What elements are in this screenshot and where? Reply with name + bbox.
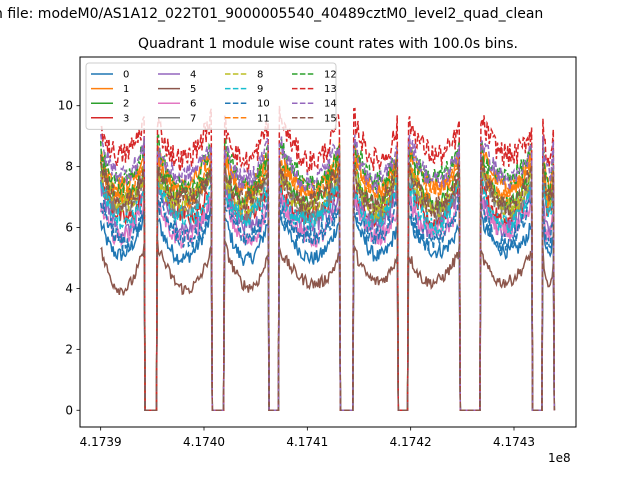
x-tick-label: 4.1743: [493, 435, 535, 449]
chart-title: Quadrant 1 module wise count rates with …: [138, 36, 518, 52]
x-axis-offset-label: 1e8: [548, 451, 571, 465]
series-line-5: [100, 240, 556, 412]
series-line-11: [100, 146, 556, 412]
axis-layer: 4.1739 4.1740 4.1741 4.1742 4.1743 0 2 4 6 8 10: [58, 99, 535, 449]
y-tick-label: 0: [65, 403, 73, 417]
y-tick-label: 2: [65, 342, 73, 356]
legend-label-13: 13: [324, 84, 337, 95]
y-tick-label: 10: [58, 99, 73, 113]
series-line-10: [99, 193, 556, 412]
y-tick-label: 6: [65, 221, 73, 235]
x-tick-label: 4.1740: [183, 435, 225, 449]
legend-label-15: 15: [324, 113, 337, 124]
legend-label-14: 14: [324, 99, 337, 110]
plot-frame: [79, 56, 577, 428]
legend-box: [85, 62, 337, 130]
legend-label-3: 3: [123, 113, 129, 124]
legend-label-12: 12: [324, 70, 337, 81]
legend-label-5: 5: [190, 84, 196, 95]
x-tick-label: 4.1742: [390, 435, 432, 449]
legend-label-0: 0: [123, 70, 129, 81]
y-tick-label: 8: [65, 160, 73, 174]
figure-suptitle: n file: modeM0/AS1A12_022T01_9000005540_…: [0, 6, 544, 22]
legend-label-10: 10: [257, 99, 270, 110]
legend-label-8: 8: [257, 70, 263, 81]
legend-label-1: 1: [123, 84, 129, 95]
series-line-0: [99, 210, 556, 412]
legend-label-2: 2: [123, 99, 129, 110]
legend-label-11: 11: [257, 113, 270, 124]
legend-label-9: 9: [257, 84, 263, 95]
series-layer: [99, 105, 556, 412]
legend-label-4: 4: [190, 70, 196, 81]
x-tick-label: 4.1739: [80, 435, 122, 449]
legend-label-7: 7: [190, 113, 196, 124]
x-tick-label: 4.1741: [286, 435, 328, 449]
series-line-15: [99, 154, 556, 412]
series-line-13: [100, 105, 556, 412]
legend-label-6: 6: [190, 99, 196, 110]
y-tick-label: 4: [65, 281, 73, 295]
